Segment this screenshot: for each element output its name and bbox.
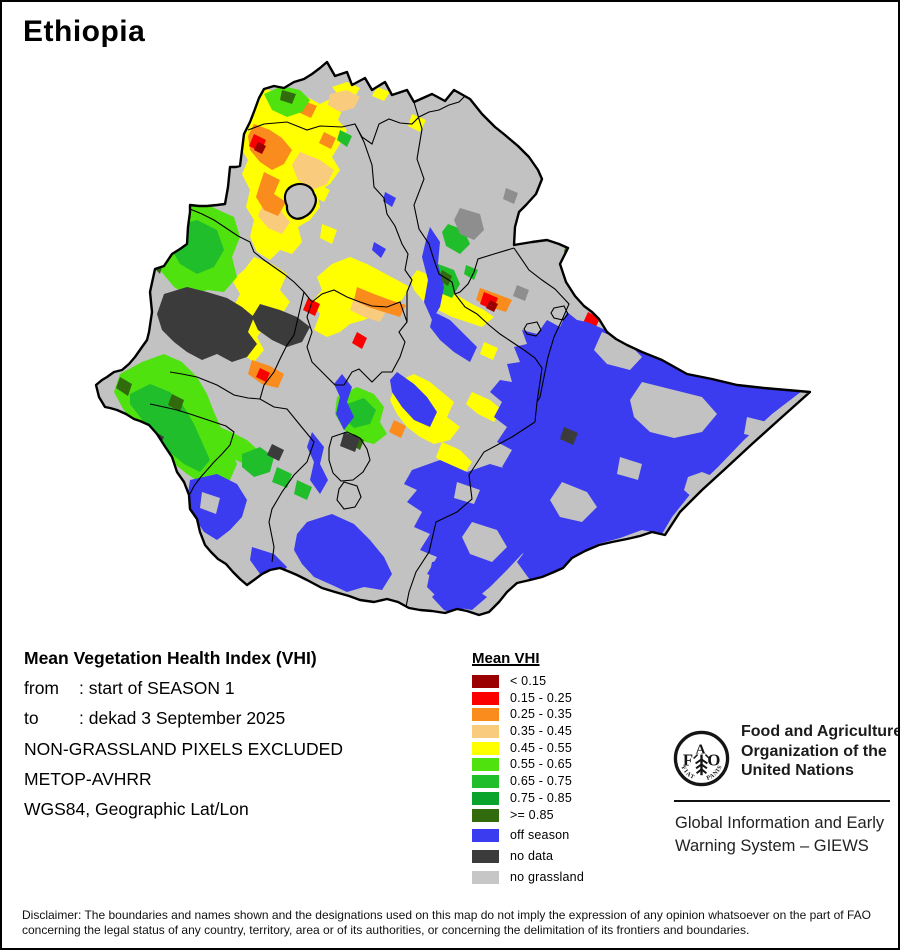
fao-logo-letter-a: A	[696, 742, 706, 757]
medium-gray-patches	[454, 188, 529, 301]
info-row-from: from : start of SEASON 1	[24, 678, 235, 698]
info-line-exclusion: NON-GRASSLAND PIXELS EXCLUDED	[24, 739, 343, 759]
legend-swatch	[472, 725, 499, 739]
ethiopia-country-border	[94, 60, 812, 617]
giews-name: Global Information and Early Warning Sys…	[675, 812, 884, 857]
page-title: Ethiopia	[23, 15, 146, 48]
disclaimer-line: Disclaimer: The boundaries and names sho…	[22, 908, 871, 922]
info-from-label: from	[24, 678, 59, 698]
legend-row: 0.45 - 0.55	[472, 740, 662, 755]
legend-swatch	[472, 808, 499, 822]
fao-org-line: United Nations	[741, 762, 854, 779]
legend-swatch	[472, 828, 499, 842]
giews-line: Warning System – GIEWS	[675, 836, 869, 855]
legend-title: Mean VHI	[472, 650, 540, 667]
legend-row: 0.65 - 0.75	[472, 774, 662, 789]
fao-logo-letter-o: O	[707, 750, 720, 769]
gray-islands	[200, 332, 767, 562]
legend: Mean VHI < 0.15 0.15 - 0.25 0.25 - 0.35 …	[472, 650, 662, 892]
legend-label: no data	[510, 848, 554, 863]
legend-swatch	[472, 675, 499, 688]
info-to-value: : dekad 3 September 2025	[79, 708, 286, 728]
fao-logo-wheat	[693, 754, 710, 776]
info-line-sensor: METOP-AVHRR	[24, 769, 152, 789]
legend-row: >= 0.85	[472, 807, 662, 822]
legend-swatch	[472, 708, 499, 722]
disclaimer-text: Disclaimer: The boundaries and names sho…	[22, 908, 894, 938]
info-row-to: to : dekad 3 September 2025	[24, 708, 286, 728]
fao-logo-letter-f: F	[683, 750, 693, 769]
legend-swatch	[472, 741, 499, 755]
giews-line: Global Information and Early	[675, 814, 885, 832]
legend-swatch	[472, 691, 499, 705]
legend-row: 0.25 - 0.35	[472, 707, 662, 722]
legend-label: 0.25 - 0.35	[510, 707, 572, 722]
fao-logo-ring	[673, 730, 730, 787]
legend-row: 0.55 - 0.65	[472, 757, 662, 772]
info-heading: Mean Vegetation Health Index (VHI)	[24, 648, 317, 668]
fao-org-line: Organization of the	[741, 742, 887, 760]
lake-tana	[283, 182, 317, 220]
legend-swatch	[472, 849, 499, 863]
legend-row: no data	[472, 848, 662, 863]
legend-label: 0.15 - 0.25	[510, 690, 572, 705]
info-line-projection: WGS84, Geographic Lat/Lon	[24, 799, 249, 819]
legend-swatch	[472, 791, 499, 805]
legend-swatch	[472, 870, 499, 884]
legend-label: < 0.15	[510, 674, 547, 688]
vhi-dark-red-patches	[254, 142, 498, 312]
legend-row: < 0.15	[472, 675, 662, 688]
legend-label: 0.75 - 0.85	[510, 790, 572, 805]
legend-row: off season	[472, 827, 662, 842]
legend-row: 0.75 - 0.85	[472, 790, 662, 805]
legend-label: 0.65 - 0.75	[510, 774, 572, 789]
fao-logo: F A O FIAT PANIS	[673, 730, 730, 787]
legend-label: >= 0.85	[510, 807, 554, 822]
legend-label: 0.35 - 0.45	[510, 724, 572, 739]
fao-org-line: Food and Agriculture	[741, 723, 900, 740]
legend-label: 0.55 - 0.65	[510, 757, 572, 772]
legend-swatch	[472, 775, 499, 789]
legend-row: 0.35 - 0.45	[472, 724, 662, 739]
fao-org-name: Food and Agriculture Organization of the…	[741, 722, 900, 781]
region-boundaries	[149, 90, 570, 608]
legend-label: off season	[510, 827, 570, 842]
giews-divider	[674, 800, 890, 803]
legend-label: 0.45 - 0.55	[510, 740, 572, 755]
legend-row: no grassland	[472, 869, 662, 884]
legend-extra-group: off season no data no grassland	[472, 827, 662, 884]
info-to-label: to	[24, 708, 39, 728]
legend-row: 0.15 - 0.25	[472, 690, 662, 705]
vhi-orange-patches	[248, 100, 662, 438]
legend-swatch	[472, 758, 499, 772]
disclaimer-line: concerning the legal status of any count…	[22, 923, 750, 937]
legend-label: no grassland	[510, 869, 584, 884]
info-from-value: : start of SEASON 1	[79, 678, 235, 698]
